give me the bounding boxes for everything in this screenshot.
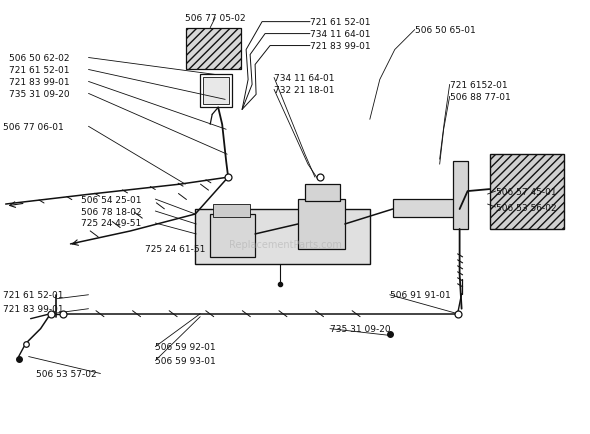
Text: 506 91 91-01: 506 91 91-01: [390, 291, 451, 299]
Text: 506 57 45-01: 506 57 45-01: [496, 187, 556, 196]
Text: 734 11 64-01: 734 11 64-01: [310, 30, 371, 39]
Bar: [213, 204, 250, 217]
Bar: [393, 200, 458, 217]
Text: 506 78 18-02: 506 78 18-02: [80, 207, 141, 216]
Text: 506 50 62-02: 506 50 62-02: [9, 54, 69, 63]
Text: 725 24 49-51: 725 24 49-51: [80, 219, 141, 228]
Text: 506 54 25-01: 506 54 25-01: [80, 195, 141, 204]
Text: 734 11 64-01: 734 11 64-01: [274, 74, 335, 83]
Bar: [305, 185, 340, 201]
Text: 506 50 65-01: 506 50 65-01: [415, 26, 476, 35]
Bar: [200, 75, 232, 108]
Text: 735 31 09-20: 735 31 09-20: [9, 90, 69, 99]
Text: 506 53 57-02: 506 53 57-02: [35, 369, 96, 378]
Text: 721 61 52-01: 721 61 52-01: [3, 291, 63, 299]
Text: 506 77 05-02: 506 77 05-02: [185, 14, 245, 23]
Bar: [186, 29, 241, 70]
Bar: [490, 155, 565, 230]
Text: ReplacementParts.com: ReplacementParts.com: [228, 240, 342, 250]
Text: 735 31 09-20: 735 31 09-20: [330, 324, 391, 333]
Bar: [195, 210, 370, 264]
Text: 721 83 99-01: 721 83 99-01: [3, 305, 63, 313]
Text: 506 59 92-01: 506 59 92-01: [155, 342, 216, 351]
Text: 506 77 06-01: 506 77 06-01: [3, 122, 64, 132]
Text: 721 61 52-01: 721 61 52-01: [9, 66, 69, 75]
Text: 721 83 99-01: 721 83 99-01: [9, 78, 69, 87]
Text: 506 59 93-01: 506 59 93-01: [155, 356, 216, 365]
Text: 506 88 77-01: 506 88 77-01: [450, 93, 510, 102]
Text: 721 61 52-01: 721 61 52-01: [310, 18, 371, 27]
Bar: [203, 78, 229, 105]
Bar: [298, 200, 345, 249]
Text: 725 24 61-51: 725 24 61-51: [145, 245, 206, 254]
Text: 721 83 99-01: 721 83 99-01: [310, 42, 371, 51]
Bar: [210, 214, 255, 257]
Bar: [453, 162, 468, 230]
Text: 721 6152-01: 721 6152-01: [450, 81, 507, 90]
Text: 506 53 56-02: 506 53 56-02: [496, 203, 556, 212]
Text: 732 21 18-01: 732 21 18-01: [274, 85, 335, 95]
